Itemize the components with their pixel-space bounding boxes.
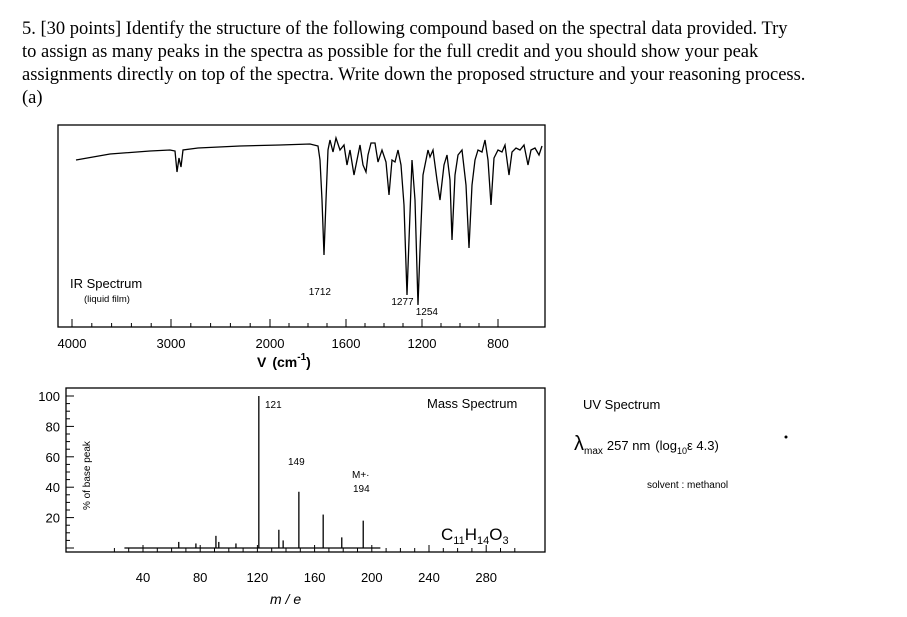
ir-axis-unit: (cm bbox=[272, 354, 297, 370]
formula-c: C bbox=[441, 525, 453, 544]
formula-o: O bbox=[489, 525, 502, 544]
ir-tick-label: 1200 bbox=[408, 336, 437, 351]
uv-spectrum: UV Spectrum λmax 257 nm (log10ε 4.3) solve… bbox=[574, 397, 788, 491]
uv-title: UV Spectrum bbox=[583, 397, 660, 412]
uv-log-open: (log bbox=[655, 438, 677, 453]
ms-x-tick-label: 40 bbox=[136, 570, 150, 585]
ir-axis-tick-labels: 4000 3000 2000 1600 1200 800 bbox=[58, 336, 509, 351]
uv-lambda-sub: max bbox=[584, 446, 603, 457]
ir-axis-ticks bbox=[71, 319, 499, 327]
formula-h-sub: 14 bbox=[477, 535, 489, 547]
question-text: 5. [30 points] Identify the structure of… bbox=[22, 18, 892, 110]
stray-mark bbox=[784, 435, 788, 439]
ir-trace bbox=[75, 135, 543, 306]
ms-peaks bbox=[124, 396, 381, 549]
ir-axis-exponent: -1 bbox=[297, 352, 306, 363]
question-line-3: assignments directly on top of the spect… bbox=[22, 65, 806, 85]
ms-y-axis-label: % of base peak bbox=[82, 440, 93, 510]
ms-x-tick-label: 120 bbox=[247, 570, 269, 585]
ir-frame bbox=[57, 124, 546, 328]
formula-c-sub: 11 bbox=[453, 535, 464, 547]
formula-o-sub: 3 bbox=[502, 535, 508, 547]
ms-y-tick-label: 60 bbox=[46, 450, 60, 465]
uv-solvent: solvent : methanol bbox=[647, 480, 728, 491]
ms-y-tick-label: 20 bbox=[46, 511, 60, 526]
ms-x-tick-labels: 40 80 120 160 200 240 280 bbox=[136, 570, 497, 585]
ms-formula: C11H14O3 bbox=[441, 525, 509, 547]
uv-lambda-max: λmax 257 nm (log10ε 4.3) bbox=[574, 433, 719, 457]
uv-log-sub: 10 bbox=[677, 446, 687, 456]
ms-x-tick-label: 240 bbox=[418, 570, 440, 585]
ms-x-tick-label: 200 bbox=[361, 570, 383, 585]
ms-y-tick-labels: 100 80 60 40 20 bbox=[38, 389, 60, 526]
question-line-1: 5. [30 points] Identify the structure of… bbox=[22, 19, 788, 39]
ir-tick-label: 1600 bbox=[332, 336, 361, 351]
ms-x-tick-label: 280 bbox=[475, 570, 497, 585]
question-line-2: to assign as many peaks in the spectra a… bbox=[22, 42, 759, 62]
ms-x-axis-label: m / e bbox=[270, 591, 301, 607]
ir-axis-label: V (cm-1) bbox=[257, 352, 311, 370]
ms-y-tick-label: 80 bbox=[46, 419, 60, 434]
ms-peak-label-149: 149 bbox=[288, 457, 305, 468]
ms-y-ticks bbox=[66, 395, 74, 549]
ir-peak-label-1277: 1277 bbox=[391, 297, 414, 308]
ir-tick-label: 4000 bbox=[58, 336, 87, 351]
ms-molecular-ion-mass: 194 bbox=[353, 484, 370, 495]
ms-x-ticks bbox=[113, 545, 516, 552]
ir-tick-label: 3000 bbox=[157, 336, 186, 351]
ir-axis-nu: V bbox=[257, 354, 267, 370]
ms-y-tick-label: 40 bbox=[46, 480, 60, 495]
ir-tick-label: 2000 bbox=[256, 336, 285, 351]
ms-x-tick-label: 160 bbox=[304, 570, 326, 585]
ir-title: IR Spectrum bbox=[70, 276, 142, 291]
uv-epsilon: ε bbox=[687, 438, 693, 453]
ms-frame bbox=[65, 387, 546, 553]
ms-y-tick-label: 100 bbox=[38, 389, 60, 404]
formula-h: H bbox=[465, 525, 477, 544]
ir-tick-label: 800 bbox=[487, 336, 509, 351]
ms-x-tick-label: 80 bbox=[193, 570, 207, 585]
ms-title: Mass Spectrum bbox=[427, 396, 517, 411]
ir-axis-close: ) bbox=[306, 354, 311, 370]
ms-molecular-ion-label: M+· bbox=[352, 470, 370, 481]
ir-peak-label-1712: 1712 bbox=[309, 287, 332, 298]
uv-lambda: λ bbox=[574, 433, 584, 455]
ms-peak-label-121: 121 bbox=[265, 400, 282, 411]
question-part: (a) bbox=[22, 88, 43, 108]
ir-peak-label-1254: 1254 bbox=[416, 307, 439, 318]
uv-log-value: 4.3) bbox=[693, 438, 719, 453]
ir-subtitle: (liquid film) bbox=[84, 294, 130, 305]
uv-value: 257 nm bbox=[607, 438, 650, 453]
mass-spectrum: 100 80 60 40 20 40 80 120 160 200 240 280 % of bas… bbox=[38, 387, 546, 607]
ir-spectrum: IR Spectrum (liquid film) 1712 1277 1254… bbox=[57, 124, 546, 370]
